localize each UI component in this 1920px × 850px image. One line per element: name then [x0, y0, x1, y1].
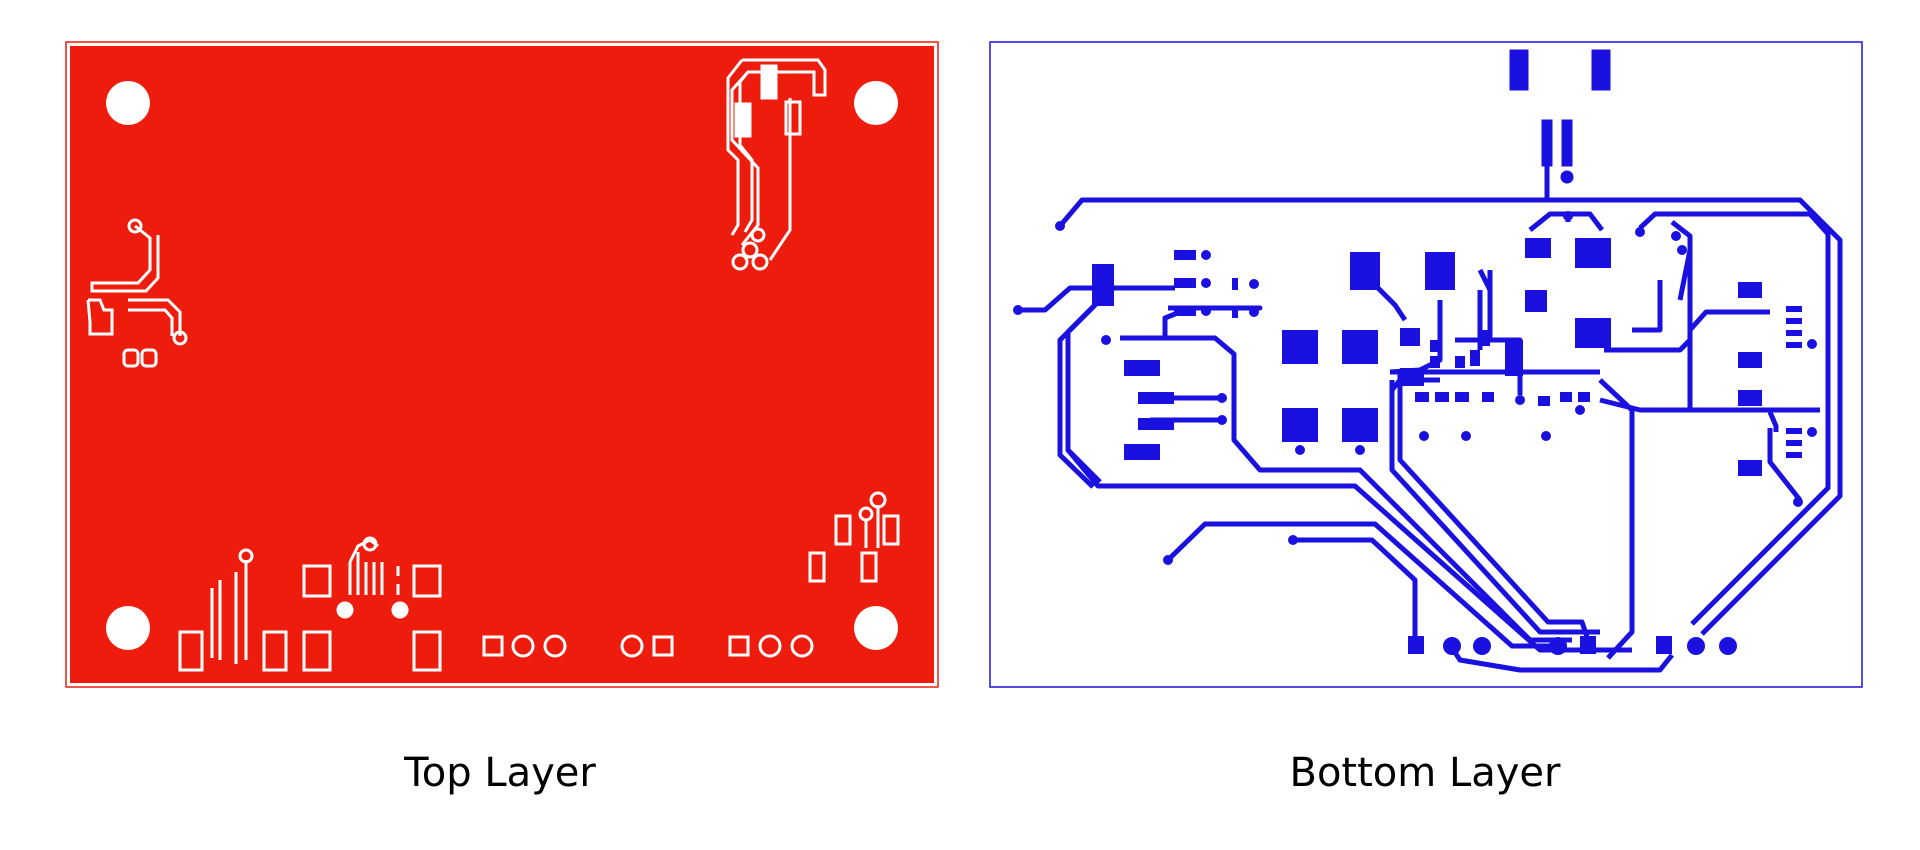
top-layer-board [65, 41, 939, 688]
bottom-layer-board [989, 41, 1863, 688]
bottom-layer-caption: Bottom Layer [1289, 750, 1561, 796]
mounting-hole [106, 81, 150, 125]
mounting-hole [854, 606, 898, 650]
top-layer-copper-pour [70, 46, 934, 683]
top-bottom-connectors [178, 536, 814, 672]
top-left-trace-cluster [86, 218, 188, 368]
top-mounting-holes [106, 81, 898, 650]
mounting-hole [854, 81, 898, 125]
top-layer-caption: Top Layer [404, 750, 596, 796]
bottom-pads [1013, 211, 1817, 655]
top-right-trace-cluster [726, 58, 827, 271]
bottom-top-connector [1509, 49, 1611, 200]
top-bottom-right-parts [808, 491, 900, 583]
mounting-hole [106, 606, 150, 650]
